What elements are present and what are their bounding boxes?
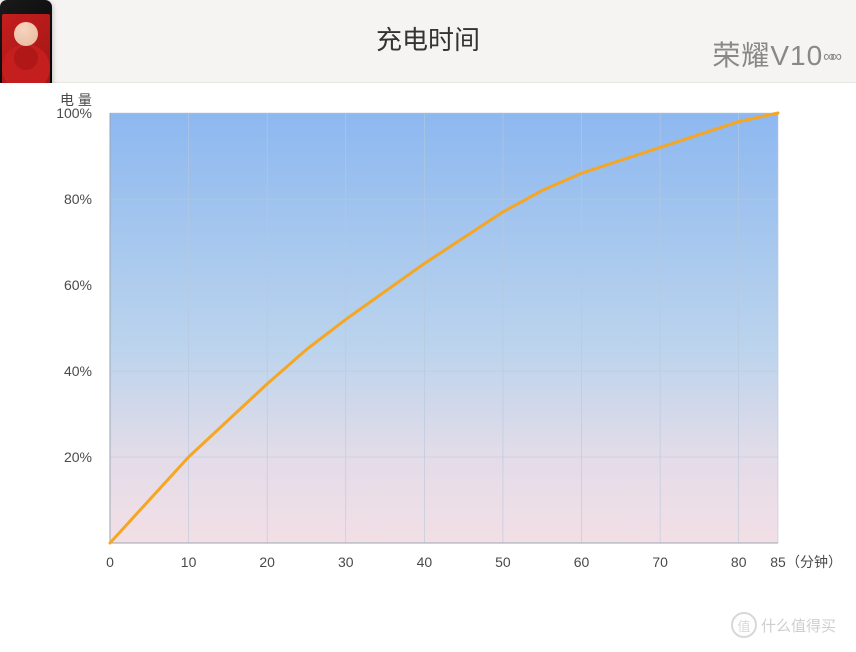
y-tick-label: 60%: [64, 277, 92, 293]
x-tick-label: 85: [770, 554, 786, 570]
x-tick-label: 30: [338, 554, 354, 570]
brand-cn: 荣耀: [712, 41, 770, 72]
brand-suffix: ∞∞: [823, 49, 838, 66]
y-tick-label: 40%: [64, 363, 92, 379]
watermark: 值 什么值得买: [731, 612, 836, 638]
x-tick-label: 20: [259, 554, 275, 570]
x-tick-label: 50: [495, 554, 511, 570]
chart-container: 20%40%60%80%100%0102030405060708085电 量（分…: [0, 83, 856, 652]
y-axis-label: 电 量: [60, 92, 92, 108]
watermark-icon: 值: [731, 612, 757, 638]
x-axis-label: （分钟）: [786, 554, 842, 570]
x-tick-label: 10: [181, 554, 197, 570]
y-tick-label: 80%: [64, 191, 92, 207]
watermark-text: 什么值得买: [761, 615, 836, 636]
header-bar: 充电时间 荣耀V10∞∞: [0, 0, 856, 83]
y-tick-label: 20%: [64, 449, 92, 465]
brand-en: V10: [770, 40, 823, 71]
brand-logo: 荣耀V10∞∞: [712, 34, 838, 74]
plot-background: [110, 113, 778, 543]
charging-line-chart: 20%40%60%80%100%0102030405060708085电 量（分…: [0, 83, 856, 603]
x-tick-label: 40: [417, 554, 433, 570]
x-tick-label: 60: [574, 554, 590, 570]
x-tick-label: 70: [652, 554, 668, 570]
x-tick-label: 80: [731, 554, 747, 570]
x-tick-label: 0: [106, 554, 114, 570]
chart-title: 充电时间: [376, 20, 480, 57]
